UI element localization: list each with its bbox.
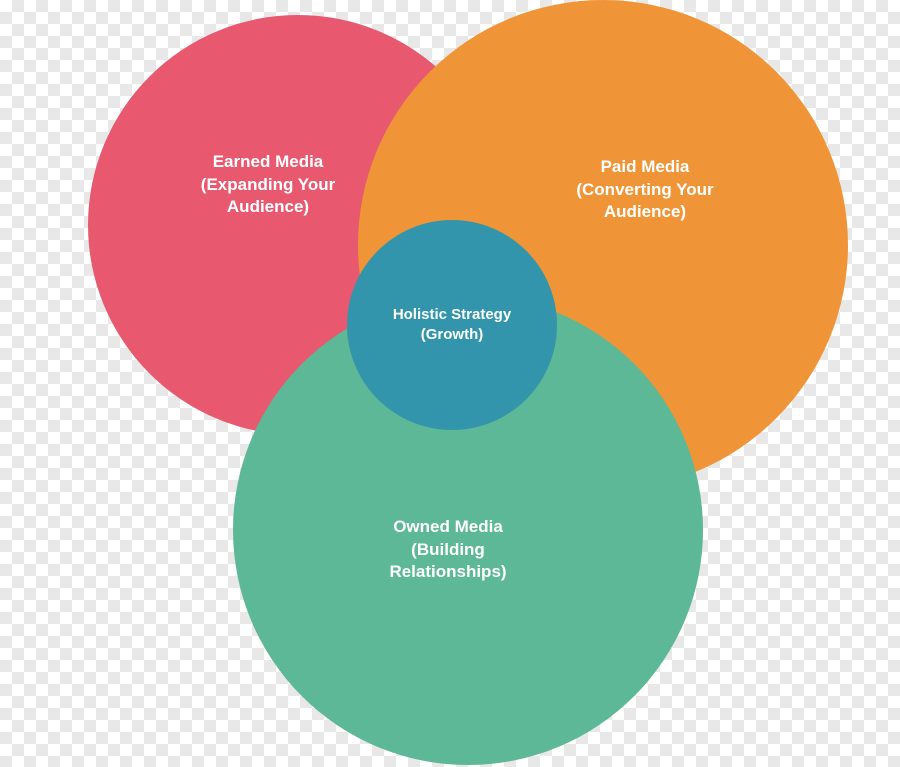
venn-circle-holistic-strategy: Holistic Strategy (Growth) [347,220,557,430]
venn-label-holistic-strategy: Holistic Strategy (Growth) [383,305,521,346]
venn-label-earned-media: Earned Media (Expanding Your Audience) [191,151,345,220]
venn-diagram: Earned Media (Expanding Your Audience) P… [0,0,900,767]
venn-label-paid-media: Paid Media (Converting Your Audience) [566,156,723,225]
venn-label-owned-media: Owned Media (Building Relationships) [379,516,516,585]
